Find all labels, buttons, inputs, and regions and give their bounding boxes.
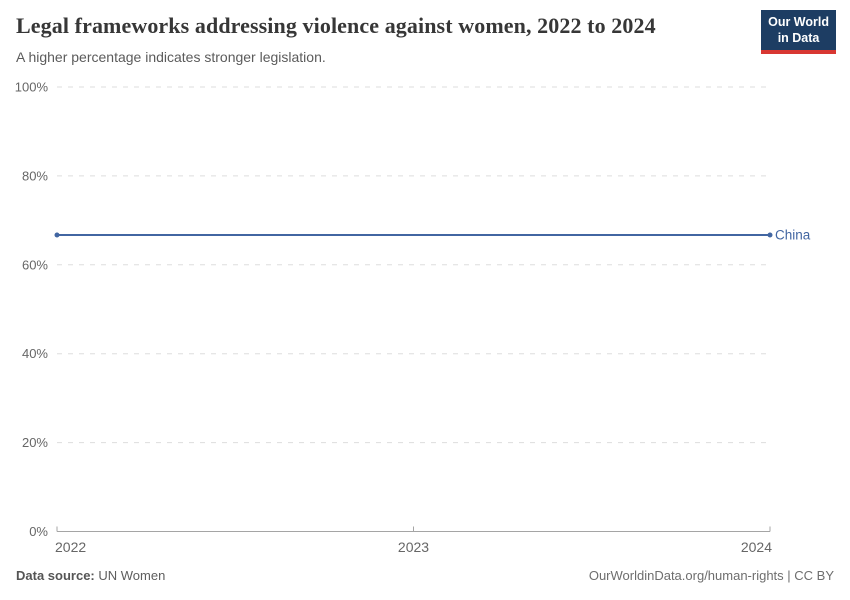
y-tick-label: 0% — [29, 524, 48, 539]
attribution-link[interactable]: OurWorldinData.org/human-rights | CC BY — [588, 568, 834, 583]
page-title: Legal frameworks addressing violence aga… — [16, 13, 656, 38]
owid-logo[interactable]: Our World in Data — [761, 10, 836, 55]
chart-subtitle: A higher percentage indicates stronger l… — [16, 49, 326, 65]
series-label[interactable]: China — [775, 228, 811, 243]
y-tick-label: 60% — [22, 257, 48, 272]
x-tick-label: 2022 — [55, 539, 86, 555]
x-tick-label: 2023 — [398, 539, 429, 555]
y-tick-label: 80% — [22, 168, 48, 183]
series-end-dot — [767, 232, 773, 238]
owid-logo-line1: Our World — [768, 15, 829, 29]
x-tick-label: 2024 — [741, 539, 772, 555]
data-source-label: Data source: — [16, 568, 95, 583]
owid-logo-line2: in Data — [777, 30, 820, 45]
series-start-dot — [54, 232, 60, 238]
y-tick-label: 40% — [22, 346, 48, 361]
data-source-line: Data source: UN Women — [16, 568, 165, 583]
y-tick-label: 100% — [15, 80, 49, 95]
y-tick-label: 20% — [22, 435, 48, 450]
data-source-value: UN Women — [98, 568, 166, 583]
